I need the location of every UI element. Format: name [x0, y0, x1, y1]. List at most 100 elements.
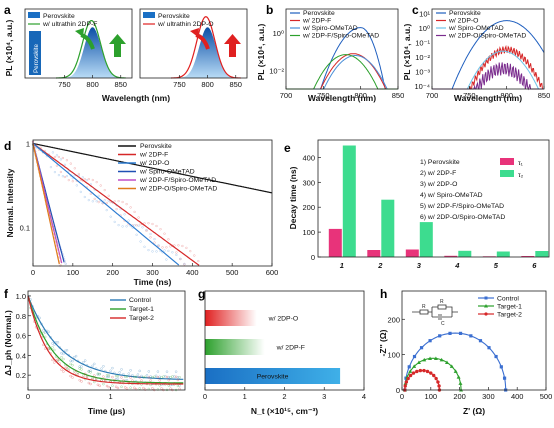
data-point	[109, 369, 112, 373]
data-point	[151, 250, 154, 253]
data-point	[458, 331, 463, 335]
data-point	[129, 369, 132, 372]
plot-frame	[27, 290, 186, 391]
data-point	[138, 369, 141, 373]
series-line-2	[404, 357, 462, 390]
data-point	[403, 384, 407, 388]
y-tick-label: 1.0	[16, 292, 26, 301]
x-tick-label: 750	[58, 80, 71, 89]
data-point	[69, 362, 72, 366]
panel-letter: c	[412, 3, 419, 17]
data-point	[116, 386, 120, 390]
x-tick-label: 4	[362, 392, 366, 401]
data-point	[65, 159, 69, 162]
data-point	[65, 348, 69, 352]
data-point	[71, 180, 74, 183]
legend-text: 2) w/ 2DP-F	[420, 170, 456, 177]
data-point	[458, 381, 463, 385]
y-axis-label: -Z'' (Ω)	[378, 329, 388, 356]
x-tick-label: 0	[31, 268, 35, 277]
bar-label: Perovskite	[257, 374, 289, 381]
data-point	[94, 377, 98, 380]
data-point	[69, 374, 72, 378]
data-point	[73, 174, 76, 177]
data-point	[74, 369, 78, 373]
data-point	[79, 190, 82, 194]
data-point	[169, 387, 172, 390]
data-point	[147, 376, 151, 379]
data-point	[38, 316, 41, 320]
x-tick-label: 4	[454, 261, 460, 270]
series-line-1	[404, 332, 507, 391]
x-tick-label: 0	[400, 392, 404, 401]
data-point	[47, 330, 51, 334]
data-point	[412, 364, 417, 368]
data-point	[103, 188, 106, 192]
data-point	[89, 369, 92, 373]
data-point	[56, 341, 60, 344]
data-point	[189, 249, 192, 253]
data-point	[111, 384, 114, 387]
data-point	[63, 349, 67, 353]
data-point	[149, 379, 152, 382]
data-point	[107, 385, 111, 389]
plot-frame	[317, 139, 550, 258]
x-axis-label: Wavelength (nm)	[102, 93, 170, 103]
arrow-head-icon	[75, 28, 84, 37]
bar-2-2	[381, 199, 395, 257]
x-axis-label: Wavelength (nm)	[308, 93, 376, 103]
data-point	[100, 367, 103, 370]
panel-letter: a	[4, 3, 11, 17]
data-point	[147, 370, 151, 373]
data-point	[131, 379, 134, 382]
data-point	[418, 368, 423, 373]
data-point	[87, 177, 90, 181]
circuit-label-c: C	[441, 321, 445, 327]
data-point	[55, 164, 59, 167]
data-point	[109, 215, 112, 218]
data-point	[160, 387, 163, 390]
plot-frame	[285, 8, 399, 90]
data-point	[85, 179, 88, 182]
x-tick-label: 1	[243, 392, 247, 401]
data-point	[178, 376, 181, 379]
data-point	[122, 379, 125, 382]
data-point	[52, 229, 55, 232]
legend-marker	[484, 296, 488, 300]
circuit-label-r1: R	[422, 304, 426, 310]
data-point	[143, 222, 146, 225]
data-point	[51, 346, 54, 349]
data-point	[163, 374, 167, 378]
data-point	[169, 376, 172, 379]
data-point	[98, 384, 101, 388]
data-point	[51, 342, 54, 345]
x-tick-label: 850	[114, 80, 127, 89]
data-point	[178, 387, 181, 391]
data-point	[53, 348, 56, 352]
legend-swatch	[143, 12, 155, 18]
panel-e: e 1 2 3 4 5 6 0 100 200 300 400 τ₁ τ₂ 1) Perovskite 2) …	[284, 139, 550, 270]
data-point	[149, 236, 152, 239]
data-point	[123, 213, 126, 216]
data-point	[437, 384, 441, 388]
data-point	[163, 249, 166, 252]
data-point	[53, 361, 56, 364]
data-point	[171, 251, 174, 254]
x-tick-label: 200	[453, 392, 466, 401]
data-point	[93, 188, 96, 191]
resistor-1	[419, 309, 429, 315]
legend-text: Control	[129, 297, 151, 304]
circuit-label-r2: R	[440, 299, 444, 305]
data-point	[145, 228, 148, 232]
data-point	[432, 373, 436, 378]
legend-text: w/ 2DP-F	[139, 152, 168, 159]
data-point	[71, 376, 74, 379]
x-axis-label: Time (µs)	[88, 406, 126, 416]
x-tick-label: 2	[377, 261, 383, 270]
x-tick-label: 100	[67, 268, 80, 277]
data-point	[69, 359, 72, 363]
legend-text: w/ Spiro-OMeTAD	[139, 169, 195, 176]
x-tick-label: 0	[26, 392, 30, 401]
